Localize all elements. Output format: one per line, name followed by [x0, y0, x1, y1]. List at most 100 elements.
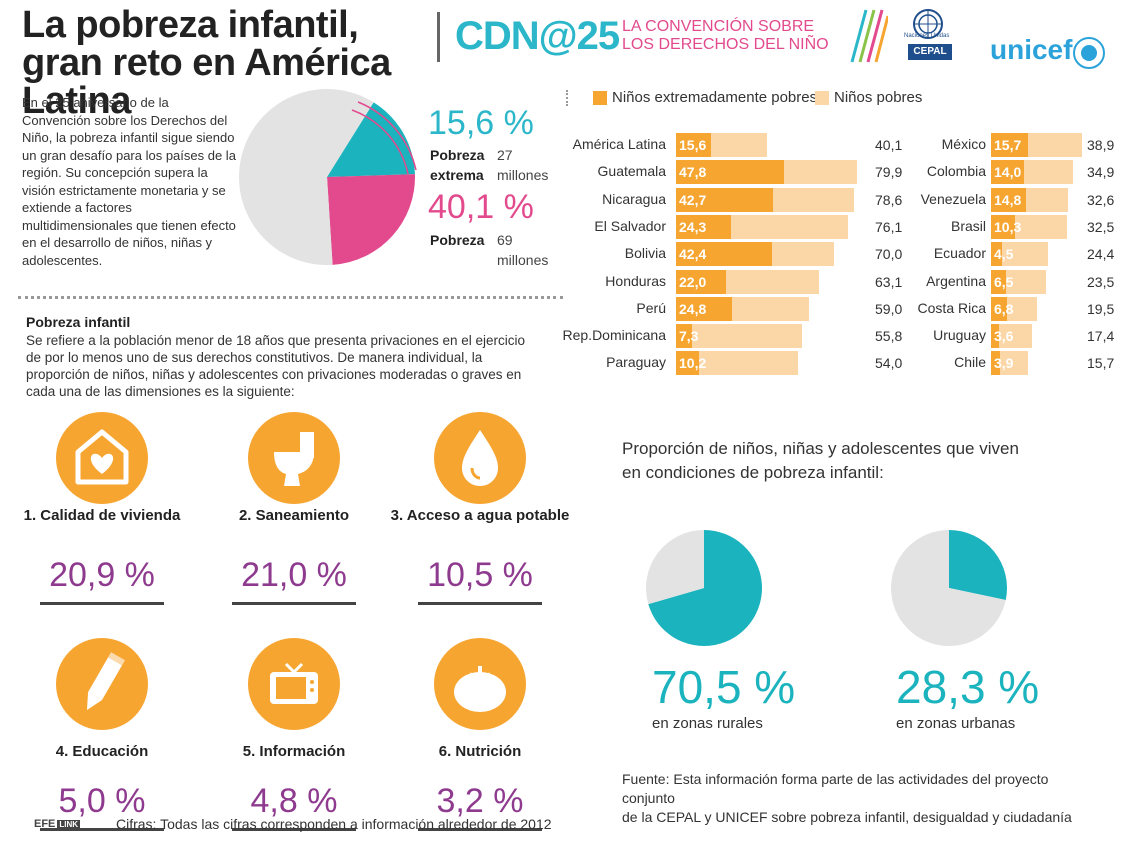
- definition-text: Se refiere a la población menor de 18 añ…: [26, 333, 526, 399]
- extreme-label-2: extrema: [430, 167, 484, 183]
- poverty-pct: 40,1 %: [428, 188, 534, 226]
- bar-extreme: [676, 160, 785, 185]
- urban-pie-slice-1: [891, 530, 1006, 646]
- bar-extreme: [991, 187, 1026, 212]
- rural-pie-slice-0: [648, 530, 762, 646]
- source-note: Fuente: Esta información forma parte de …: [622, 770, 1102, 827]
- un-label: Naciones Unidas: [904, 33, 950, 39]
- extreme-label-1: Pobreza: [430, 147, 485, 163]
- link-badge: LINK: [57, 820, 81, 829]
- bar-extreme-value: 3,6: [994, 328, 1014, 345]
- bar-extreme: [991, 296, 1007, 321]
- poverty-count: 69 millones: [497, 230, 548, 270]
- bar-poor-value: 78,6: [875, 191, 903, 208]
- bar-poor: [676, 324, 803, 349]
- country-label: Rep.Dominicana: [562, 327, 667, 344]
- bar-extreme: [991, 160, 1024, 185]
- un-emblem-icon: [913, 9, 943, 39]
- cdn-logo: CDN@25: [455, 14, 620, 58]
- bar-extreme-value: 47,8: [679, 164, 707, 181]
- dimension-underline: [232, 602, 356, 605]
- country-label: Honduras: [605, 272, 666, 289]
- intro-pie-slice-2: [239, 88, 374, 265]
- country-label: Chile: [954, 354, 986, 371]
- bar-extreme-value: 14,8: [994, 191, 1022, 208]
- bar-poor-value: 40,1: [875, 137, 903, 153]
- source-line-2: de la CEPAL y UNICEF sobre pobreza infan…: [622, 809, 1072, 825]
- bar-poor-value: 63,1: [875, 273, 903, 290]
- pie-accent-arc-1: [351, 109, 409, 175]
- dimension-underline: [40, 828, 164, 831]
- dimension-underline: [418, 828, 542, 831]
- intro-text: En el 25 aniversario de la Convención so…: [22, 95, 236, 268]
- bar-poor-value: 15,7: [1087, 355, 1115, 372]
- intro-pie-slice-0: [327, 102, 415, 177]
- country-label: Paraguay: [606, 354, 666, 371]
- country-label: Colombia: [926, 163, 986, 180]
- cdn-subtitle-line-2: LOS DERECHOS DEL NIÑO: [622, 36, 829, 53]
- legend-extreme-label: Niños extremadamente pobres: [612, 89, 818, 106]
- bar-extreme: [676, 242, 772, 267]
- figures-note: Cifras: Todas las cifras corresponden a …: [116, 816, 552, 832]
- legend-poor-swatch: [815, 91, 829, 105]
- bar-extreme-value: 24,8: [679, 300, 707, 317]
- intro-pie-chart: [239, 88, 417, 265]
- cdn-subtitle-line-1: LA CONVENCIÓN SOBRE: [622, 18, 815, 35]
- dimension-underline: [232, 828, 356, 831]
- efe-logo: EFE LINK: [34, 818, 81, 830]
- rural-value: 70,5 %: [652, 661, 796, 713]
- dimension-value: 4,8 %: [250, 782, 338, 820]
- cepal-logo: CEPAL: [908, 44, 952, 60]
- bar-poor-value: 23,5: [1087, 273, 1115, 290]
- bar-poor-value: 19,5: [1087, 300, 1115, 317]
- bar-extreme-value: 22,0: [679, 273, 707, 290]
- bar-extreme: [676, 187, 773, 212]
- country-label: Argentina: [926, 272, 986, 289]
- bar-extreme-value: 6,8: [994, 300, 1014, 317]
- rural-pie-chart: [646, 530, 762, 646]
- poverty-count-2: millones: [497, 252, 549, 268]
- urban-value: 28,3 %: [896, 661, 1040, 713]
- extreme-count: 27 millones: [497, 145, 548, 185]
- proportion-title-2: en condiciones de pobreza infantil:: [622, 463, 884, 482]
- country-label: Perú: [636, 299, 666, 316]
- poverty-label: Pobreza: [430, 232, 485, 248]
- bar-extreme-value: 6,5: [994, 273, 1014, 290]
- legend-extreme-swatch: [593, 91, 607, 105]
- bar-extreme: [991, 269, 1007, 294]
- bar-extreme-value: 42,4: [679, 246, 707, 263]
- legend-poor-label: Niños pobres: [834, 89, 923, 106]
- bar-poor-value: 17,4: [1087, 328, 1115, 345]
- stripes-logo: [850, 9, 888, 63]
- efe-text: EFE: [34, 818, 56, 830]
- tv-icon: [248, 638, 340, 730]
- bar-extreme-value: 42,7: [679, 191, 707, 208]
- house-heart-icon: [56, 412, 148, 504]
- bar-poor-value: 70,0: [875, 246, 903, 263]
- pie-accent-arc-2: [357, 101, 417, 171]
- section-divider: [18, 296, 563, 299]
- poverty-count-1: 69: [497, 232, 513, 248]
- dimension-label: 6. Nutrición: [438, 743, 522, 760]
- bar-poor-value: 24,4: [1087, 246, 1115, 263]
- bar-extreme-value: 10,3: [994, 218, 1022, 235]
- bar-poor-value: 54,0: [875, 355, 903, 372]
- bar-poor-value: 32,6: [1087, 191, 1115, 208]
- bar-extreme: [676, 324, 693, 349]
- urban-pie-chart: [891, 530, 1007, 646]
- rural-label: en zonas rurales: [652, 715, 763, 732]
- bar-extreme: [991, 133, 1028, 157]
- country-label: América Latina: [572, 136, 666, 152]
- dimension-value: 20,9 %: [49, 556, 155, 594]
- dimension-label: 3. Acceso a agua potable: [390, 507, 570, 524]
- country-label: Costa Rica: [917, 299, 986, 316]
- page-title: La pobreza infantil, gran reto en Améric…: [22, 4, 391, 122]
- toilet-icon: [248, 412, 340, 504]
- dimension-label: 2. Saneamiento: [238, 507, 350, 524]
- bar-extreme: [676, 351, 700, 376]
- definition-title: Pobreza infantil: [26, 314, 131, 330]
- extreme-count-1: 27: [497, 147, 513, 163]
- unicef-emblem-icon: [1073, 37, 1105, 69]
- bar-extreme-value: 15,6: [679, 137, 707, 153]
- bar-extreme-value: 7,3: [679, 328, 699, 345]
